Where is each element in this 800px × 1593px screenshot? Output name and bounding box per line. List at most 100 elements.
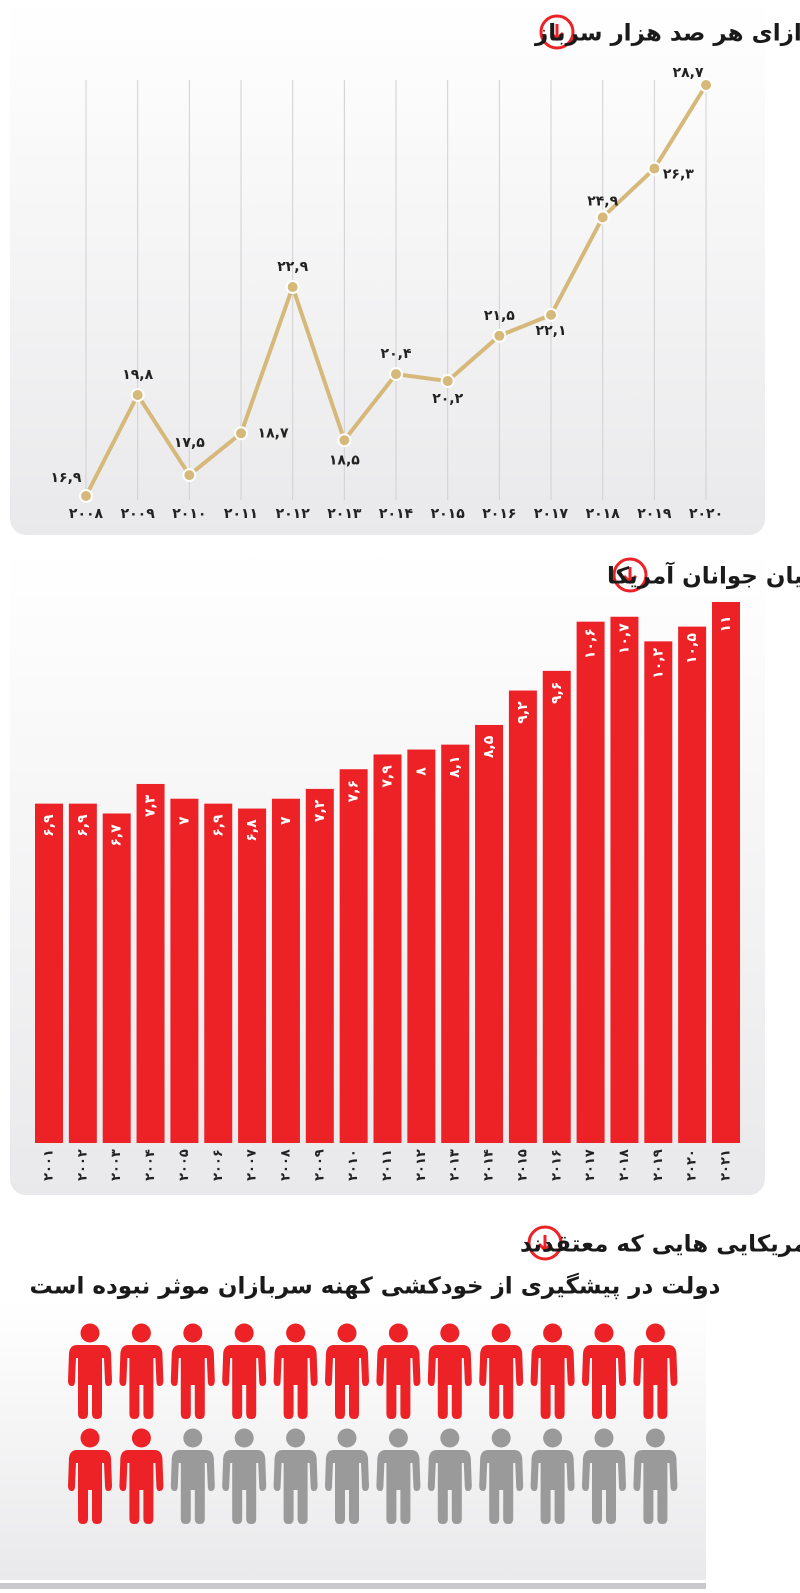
head bbox=[491, 1323, 511, 1343]
head bbox=[337, 1428, 357, 1448]
x-tick-label: ۲۰۱۶ bbox=[482, 506, 516, 522]
x-tick-label: ۲۰۱۸ bbox=[586, 506, 621, 522]
person-icon bbox=[479, 1428, 524, 1524]
data-label: ۲۶,۳ bbox=[663, 167, 694, 183]
person-icon bbox=[222, 1323, 267, 1419]
body bbox=[582, 1450, 626, 1524]
bar bbox=[170, 798, 199, 1143]
x-tick-label: ۲۰۰۲ bbox=[75, 1149, 90, 1181]
bar bbox=[373, 754, 402, 1143]
person-icon bbox=[530, 1323, 575, 1419]
head bbox=[80, 1428, 100, 1448]
bar bbox=[441, 744, 470, 1143]
x-tick-label: ۲۰۰۴ bbox=[143, 1149, 158, 1181]
x-tick-label: ۲۰۲۰ bbox=[689, 506, 723, 522]
data-label: ۱۱ bbox=[718, 615, 734, 632]
body bbox=[119, 1345, 164, 1419]
data-label: ۲۲,۱ bbox=[536, 323, 567, 339]
data-label: ۸,۱ bbox=[447, 755, 463, 777]
x-tick-label: ۲۰۱۵ bbox=[431, 506, 466, 522]
x-tick-label: ۲۰۲۱ bbox=[719, 1149, 734, 1181]
data-label: ۲۸,۷ bbox=[673, 65, 704, 81]
person-icon bbox=[427, 1428, 472, 1524]
data-label: ۷,۹ bbox=[380, 765, 396, 788]
body bbox=[376, 1345, 421, 1419]
bar bbox=[508, 690, 537, 1143]
x-tick-label: ۲۰۰۵ bbox=[177, 1149, 192, 1181]
x-tick-label: ۲۰۱۴ bbox=[482, 1149, 497, 1181]
body bbox=[427, 1450, 472, 1524]
point bbox=[699, 78, 714, 92]
bar bbox=[305, 788, 334, 1143]
body bbox=[325, 1345, 369, 1419]
body bbox=[479, 1345, 524, 1419]
bar bbox=[238, 808, 267, 1143]
data-label: ۱۰,۲ bbox=[650, 647, 666, 678]
x-tick-label: ۲۰۰۶ bbox=[211, 1149, 226, 1181]
x-tick-label: ۲۰۱۳ bbox=[327, 506, 362, 522]
x-tick-label: ۲۰۰۹ bbox=[121, 506, 156, 522]
chart-title: میزان خودکشی از سال ۲۰۰۱ در میان جوانان … bbox=[607, 561, 800, 590]
head bbox=[234, 1323, 254, 1343]
data-label: ۹,۲ bbox=[515, 701, 531, 724]
data-label: ۱۰,۶ bbox=[583, 628, 599, 659]
head bbox=[131, 1428, 151, 1448]
head bbox=[131, 1323, 151, 1343]
head bbox=[440, 1323, 460, 1343]
person-icon bbox=[376, 1428, 421, 1524]
data-label: ۷,۲ bbox=[312, 799, 328, 822]
person-icon bbox=[479, 1323, 524, 1419]
x-tick-label: ۲۰۱۱ bbox=[380, 1149, 395, 1181]
data-label: ۷ bbox=[278, 816, 294, 825]
x-tick-label: ۲۰۰۷ bbox=[245, 1149, 260, 1181]
body bbox=[427, 1345, 472, 1419]
x-tick-label: ۲۰۱۸ bbox=[617, 1149, 632, 1181]
data-label: ۲۴,۹ bbox=[587, 193, 618, 209]
point bbox=[285, 280, 300, 295]
person-icon bbox=[119, 1323, 164, 1419]
bar bbox=[339, 769, 368, 1143]
body bbox=[170, 1345, 215, 1419]
x-tick-label: ۲۰۱۲ bbox=[414, 1149, 429, 1181]
head bbox=[337, 1323, 357, 1343]
head bbox=[440, 1428, 460, 1448]
point bbox=[595, 210, 610, 225]
data-label: ۲۰,۲ bbox=[432, 391, 463, 407]
data-label: ۶,۷ bbox=[109, 824, 125, 847]
body bbox=[119, 1450, 164, 1524]
x-tick-label: ۲۰۱۹ bbox=[637, 506, 672, 522]
bar bbox=[271, 798, 300, 1143]
x-tick-label: ۲۰۱۶ bbox=[549, 1149, 564, 1181]
chart-title: خودکشی به ازای هر صد هزار سرباز bbox=[534, 21, 800, 47]
person-icon bbox=[427, 1323, 472, 1419]
x-tick-label: ۲۰۰۳ bbox=[109, 1149, 124, 1181]
head bbox=[645, 1428, 665, 1448]
person-icon bbox=[376, 1323, 421, 1419]
icon-group bbox=[170, 1428, 678, 1524]
data-label: ۷,۳ bbox=[143, 794, 159, 817]
panel bbox=[10, 0, 765, 535]
head bbox=[183, 1323, 203, 1343]
data-label: ۱۹,۸ bbox=[122, 367, 153, 383]
bar bbox=[475, 724, 504, 1143]
body bbox=[325, 1450, 369, 1524]
x-tick-label: ۲۰۱۹ bbox=[651, 1149, 666, 1181]
person-icon bbox=[222, 1428, 267, 1524]
data-label: ۹,۶ bbox=[549, 682, 565, 704]
person-icon bbox=[170, 1428, 215, 1524]
body bbox=[633, 1345, 678, 1419]
x-tick-label: ۲۰۰۱ bbox=[42, 1149, 57, 1181]
person-icon bbox=[633, 1323, 678, 1419]
bar bbox=[576, 621, 605, 1143]
bar bbox=[678, 626, 707, 1143]
data-label: ۲۱,۵ bbox=[484, 308, 515, 324]
body bbox=[222, 1345, 267, 1419]
bar bbox=[542, 670, 571, 1143]
person-icon bbox=[273, 1428, 318, 1524]
person-icon bbox=[68, 1428, 112, 1524]
x-tick-label: ۲۰۱۲ bbox=[276, 506, 311, 522]
x-tick-label: ۲۰۰۹ bbox=[312, 1149, 327, 1181]
head bbox=[286, 1428, 306, 1448]
person-icon bbox=[273, 1323, 318, 1419]
data-label: ۶,۹ bbox=[210, 814, 226, 837]
